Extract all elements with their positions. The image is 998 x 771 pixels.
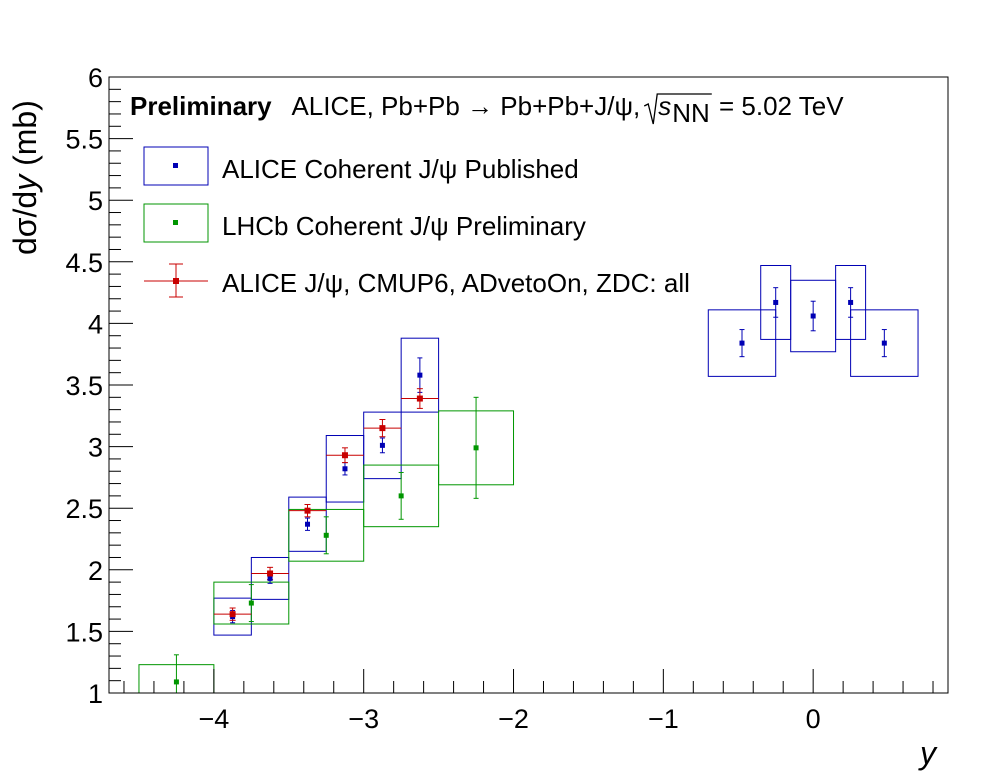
lhcb-point-0 (173, 679, 179, 685)
alice_new-point-5 (416, 395, 423, 402)
chart-header: Preliminary ALICE, Pb+Pb → Pb+Pb+J/ψ, (130, 91, 640, 121)
header-sqrt: s NN = 5.02 TeV (643, 91, 844, 128)
alice_published-point-2 (305, 521, 311, 527)
y-tick-label: 5.5 (65, 125, 103, 155)
header-preliminary: Preliminary (130, 91, 272, 121)
legend-entry-lhcb: LHCb Coherent J/ψ Preliminary (143, 203, 586, 243)
lhcb-sys-box-1 (213, 581, 290, 625)
lhcb-sys-box-3 (363, 464, 440, 528)
lhcb-point-2 (323, 532, 329, 538)
legend: ALICE Coherent J/ψ Published LHCb Cohere… (143, 146, 690, 298)
alice_published-point-1 (267, 575, 273, 581)
legend-marker-alice-new (173, 278, 179, 284)
legend-label-alice-published: ALICE Coherent J/ψ Published (222, 154, 579, 184)
y-tick-label: 5 (88, 186, 103, 216)
legend-label-alice-new: ALICE J/ψ, CMUP6, ADvetoOn, ZDC: all (222, 268, 690, 298)
tick-labels: −4 −3 −2 −1 0 1 1.5 2 2.5 3 3.5 4 4.5 5 5.5 6 (65, 63, 820, 734)
y-tick-label: 2.5 (65, 494, 103, 524)
alice_published-point-5 (417, 372, 423, 378)
lhcb-point-4 (473, 445, 479, 451)
header-prefix: ALICE, Pb+Pb → Pb+Pb+J/ψ, (291, 91, 640, 121)
alice_published-sys-box-10 (850, 309, 919, 377)
y-axis-title-var: y (7, 173, 43, 193)
alice_published-point-4 (379, 442, 385, 448)
x-tick-label: −2 (498, 704, 529, 734)
x-axis-title: y (918, 735, 938, 771)
alice_published-sys-box-4 (363, 411, 402, 480)
alice_published-point-9 (848, 299, 854, 305)
y-tick-label: 3.5 (65, 371, 103, 401)
y-tick-label: 2 (88, 556, 103, 586)
x-tick-label: −3 (348, 704, 379, 734)
x-tick-label: −4 (198, 704, 229, 734)
y-tick-label: 3 (88, 433, 103, 463)
alice_published-sys-box-1 (250, 556, 290, 600)
legend-box-alice-published (143, 146, 209, 186)
y-tick-label: 1.5 (65, 617, 103, 647)
alice_new-point-4 (379, 425, 386, 432)
y-tick-label: 1 (88, 679, 103, 709)
lhcb-point-1 (248, 600, 254, 606)
legend-marker-lhcb (173, 220, 178, 225)
lhcb-point-3 (398, 493, 404, 499)
alice_published-sys-box-6 (707, 309, 777, 377)
sqrt-sign-icon (643, 93, 712, 125)
alice_published-point-8 (810, 313, 816, 319)
legend-box-lhcb (143, 203, 209, 243)
axis-ticks (109, 76, 934, 694)
alice_published-sys-box-5 (400, 337, 440, 413)
x-tick-label: 0 (806, 704, 821, 734)
header-suffix: = 5.02 TeV (712, 91, 844, 121)
alice_published-point-10 (881, 340, 887, 346)
y-tick-label: 4 (88, 309, 103, 339)
legend-entry-alice-new: ALICE J/ψ, CMUP6, ADvetoOn, ZDC: all (144, 263, 690, 298)
header-sqrt-var: s (658, 91, 671, 121)
alice_published-point-3 (342, 466, 348, 472)
y-tick-label: 4.5 (65, 248, 103, 278)
lhcb-sys-box-2 (288, 508, 365, 562)
legend-label-lhcb: LHCb Coherent J/ψ Preliminary (222, 211, 586, 241)
alice_new-point-2 (304, 507, 311, 514)
legend-marker-alice-published (173, 163, 178, 168)
alice_new-point-1 (267, 570, 274, 577)
alice_published-point-6 (739, 340, 745, 346)
x-tick-label: −1 (648, 704, 679, 734)
alice_published-point-7 (773, 299, 779, 305)
y-tick-label: 6 (88, 63, 103, 93)
y-axis-title-prefix: dσ/d (7, 191, 43, 255)
y-axis-title-suffix: (mb) (7, 100, 43, 175)
data-points (173, 299, 887, 685)
alice_new-point-0 (229, 611, 236, 618)
y-axis-title: dσ/dy (mb) (7, 100, 43, 255)
systematic-boxes (138, 264, 919, 694)
header-sqrt-sub: NN (672, 98, 710, 128)
legend-entry-alice-published: ALICE Coherent J/ψ Published (143, 146, 579, 186)
alice_new-point-3 (341, 452, 348, 459)
